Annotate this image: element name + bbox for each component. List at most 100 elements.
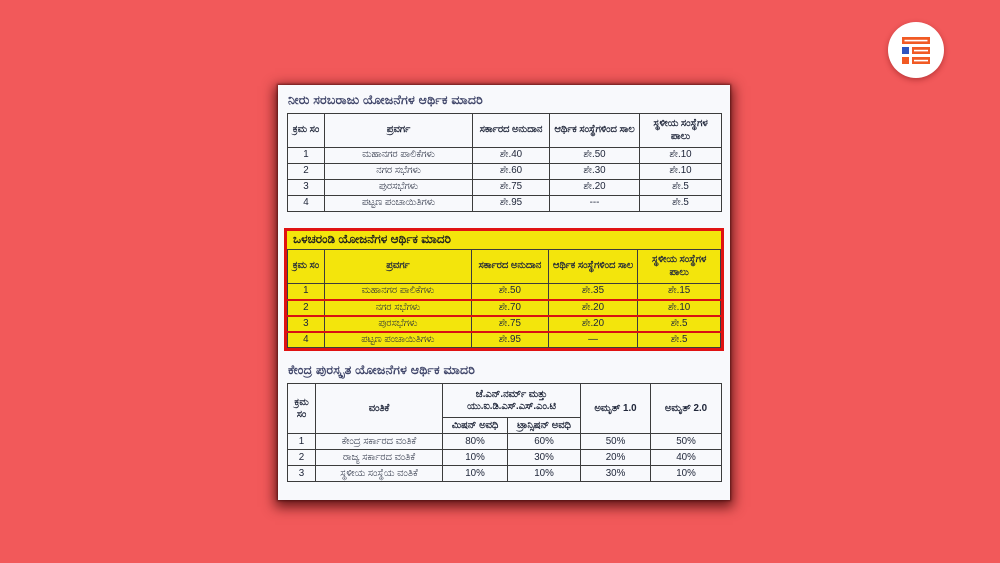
cell: 10%: [650, 465, 722, 483]
column-header: ಅಮೃತ್ 1.0: [580, 383, 651, 435]
cell: ಶೇ.75: [472, 179, 550, 196]
cell: 3: [287, 314, 325, 333]
table-row: 3 ಸ್ಥಳೀಯ ಸಂಸ್ಥೆಯ ವಂತಿಕೆ 10% 10% 30% 10%: [287, 465, 722, 483]
cell: ಸ್ಥಳೀಯ ಸಂಸ್ಥೆಯ ವಂತಿಕೆ: [315, 465, 443, 483]
column-header: ಪ್ರವರ್ಗ: [323, 249, 473, 284]
cell: ಶೇ.10: [637, 298, 721, 317]
column-subheader: ಮಿಷನ್ ಅವಧಿ: [442, 417, 508, 435]
cell: ಶೇ.95: [471, 330, 549, 349]
cell: 1: [287, 433, 316, 451]
central-table: ಕ್ರಮ ಸಂ ವಂತಿಕೆ ಜೆ.ಎನ್.ನರ್ಮ್ ಮತ್ತು ಯು.ಐ.ಡ…: [287, 383, 722, 483]
cell: 10%: [442, 449, 508, 467]
column-header: ಕ್ರಮ ಸಂ: [287, 113, 325, 148]
sewerage-table-title: ಒಳಚರಂಡಿ ಯೋಜನೆಗಳ ಆರ್ಥಿಕ ಮಾದರಿ: [293, 232, 451, 246]
cell: 50%: [650, 433, 722, 451]
table-header-row: ಕ್ರಮ ಸಂ ಪ್ರವರ್ಗ ಸರ್ಕಾರದ ಅನುದಾನ ಆರ್ಥಿಕ ಸಂ…: [287, 113, 722, 148]
water-table-title: ನೀರು ಸರಬರಾಜು ಯೋಜನೆಗಳ ಆರ್ಥಿಕ ಮಾದರಿ: [288, 93, 483, 107]
cell: 2: [287, 449, 316, 467]
cell: ಶೇ.20: [547, 298, 639, 317]
cell: ಶೇ.75: [471, 314, 549, 333]
cell: 2: [287, 298, 325, 317]
cell: ಮಹಾನಗರ ಪಾಲಿಕೆಗಳು: [324, 147, 473, 164]
cell: ಶೇ.70: [471, 298, 549, 317]
table-row: 1 ಕೇಂದ್ರ ಸರ್ಕಾರದ ವಂತಿಕೆ 80% 60% 50% 50%: [287, 433, 722, 451]
cell: 40%: [650, 449, 722, 467]
cell: ಪಟ್ಟಣ ಪಂಚಾಯಿತಿಗಳು: [324, 195, 473, 212]
cell: 3: [287, 465, 316, 483]
table-row: 1 ಮಹಾನಗರ ಪಾಲಿಕೆಗಳು ಶೇ.50 ಶೇ.35 ಶೇ.15: [287, 283, 721, 300]
cell: ಮಹಾನಗರ ಪಾಲಿಕೆಗಳು: [323, 283, 473, 300]
cell: ಪಟ್ಟಣ ಪಂಚಾಯಿತಿಗಳು: [323, 330, 473, 349]
cell: —: [547, 330, 639, 349]
column-header: ಕ್ರಮ ಸಂ: [287, 383, 316, 435]
cell: ಶೇ.60: [472, 163, 550, 180]
cell: ಶೇ.20: [547, 314, 639, 333]
cell: ಶೇ.10: [639, 163, 722, 180]
cell: ಶೇ.20: [549, 179, 640, 196]
water-table: ಕ್ರಮ ಸಂ ಪ್ರವರ್ಗ ಸರ್ಕಾರದ ಅನುದಾನ ಆರ್ಥಿಕ ಸಂ…: [287, 113, 722, 212]
cell: ಶೇ.95: [472, 195, 550, 212]
column-header: ಸ್ಥಳೀಯ ಸಂಸ್ಥೆಗಳ ಪಾಲು: [637, 249, 721, 284]
cell: ಶೇ.5: [639, 195, 722, 212]
cell: 4: [287, 330, 325, 349]
cell: 80%: [442, 433, 508, 451]
ie-monogram-icon: [902, 37, 930, 64]
column-header: ಸರ್ಕಾರದ ಅನುದಾನ: [472, 113, 550, 148]
column-header-group: ಜೆ.ಎನ್.ನರ್ಮ್ ಮತ್ತು ಯು.ಐ.ಡಿ.ಎಸ್.ಎಸ್.ಎಂ.ಟಿ: [442, 383, 581, 419]
cell: 10%: [507, 465, 581, 483]
brand-logo: [888, 22, 944, 78]
table-row: 3 ಪುರಸಭೆಗಳು ಶೇ.75 ಶೇ.20 ಶೇ.5: [287, 314, 721, 333]
table-header-row: ಕ್ರಮ ಸಂ ಪ್ರವರ್ಗ ಸರ್ಕಾರದ ಅನುದಾನ ಆರ್ಥಿಕ ಸಂ…: [287, 249, 721, 284]
cell: ಕೇಂದ್ರ ಸರ್ಕಾರದ ವಂತಿಕೆ: [315, 433, 443, 451]
table-row: 2 ನಗರ ಸಭೆಗಳು ಶೇ.70 ಶೇ.20 ಶೇ.10: [287, 298, 721, 317]
central-table-title: ಕೇಂದ್ರ ಪುರಸ್ಕೃತ ಯೋಜನೆಗಳ ಆರ್ಥಿಕ ಮಾದರಿ: [288, 363, 476, 378]
cell: ನಗರ ಸಭೆಗಳು: [324, 163, 473, 180]
cell: ಪುರಸಭೆಗಳು: [324, 179, 473, 196]
table-row: 4 ಪಟ್ಟಣ ಪಂಚಾಯಿತಿಗಳು ಶೇ.95 — ಶೇ.5: [287, 330, 721, 349]
cell: 3: [287, 179, 325, 196]
column-header: ಆರ್ಥಿಕ ಸಂಸ್ಥೆಗಳಿಂದ ಸಾಲ: [549, 113, 640, 148]
cell: ನಗರ ಸಭೆಗಳು: [323, 298, 473, 317]
table-row: 3 ಪುರಸಭೆಗಳು ಶೇ.75 ಶೇ.20 ಶೇ.5: [287, 179, 722, 196]
column-header: ಪ್ರವರ್ಗ: [324, 113, 473, 148]
cell: ಶೇ.5: [637, 330, 721, 349]
sewerage-table: ಕ್ರಮ ಸಂ ಪ್ರವರ್ಗ ಸರ್ಕಾರದ ಅನುದಾನ ಆರ್ಥಿಕ ಸಂ…: [287, 249, 721, 349]
column-header: ಸರ್ಕಾರದ ಅನುದಾನ: [471, 249, 549, 284]
cell: 50%: [580, 433, 651, 451]
cell: ಶೇ.5: [637, 314, 721, 333]
cell: ಶೇ.30: [549, 163, 640, 180]
cell: 1: [287, 283, 325, 300]
table-row: 1 ಮಹಾನಗರ ಪಾಲಿಕೆಗಳು ಶೇ.40 ಶೇ.50 ಶೇ.10: [287, 147, 722, 164]
cell: 2: [287, 163, 325, 180]
cell: 30%: [507, 449, 581, 467]
cell: ಶೇ.50: [549, 147, 640, 164]
cell: ---: [549, 195, 640, 212]
column-header: ಕ್ರಮ ಸಂ: [287, 249, 325, 284]
highlight-annotation-box: ಒಳಚರಂಡಿ ಯೋಜನೆಗಳ ಆರ್ಥಿಕ ಮಾದರಿ ಕ್ರಮ ಸಂ ಪ್ರ…: [284, 228, 724, 352]
cell: 60%: [507, 433, 581, 451]
column-header: ವಂತಿಕೆ: [315, 383, 443, 435]
cell: ಶೇ.40: [472, 147, 550, 164]
cell: ರಾಜ್ಯ ಸರ್ಕಾರದ ವಂತಿಕೆ: [315, 449, 443, 467]
table-row: 2 ರಾಜ್ಯ ಸರ್ಕಾರದ ವಂತಿಕೆ 10% 30% 20% 40%: [287, 449, 722, 467]
cell: 4: [287, 195, 325, 212]
table-row: 2 ನಗರ ಸಭೆಗಳು ಶೇ.60 ಶೇ.30 ಶೇ.10: [287, 163, 722, 180]
column-subheader: ಟ್ರಾನ್ಸಿಷನ್ ಅವಧಿ: [507, 417, 581, 435]
cell: ಶೇ.15: [637, 283, 721, 300]
cell: ಶೇ.5: [639, 179, 722, 196]
column-header: ಆರ್ಥಿಕ ಸಂಸ್ಥೆಗಳಿಂದ ಸಾಲ: [547, 249, 639, 284]
cell: ಪುರಸಭೆಗಳು: [323, 314, 473, 333]
cell: 1: [287, 147, 325, 164]
cell: 20%: [580, 449, 651, 467]
table-header-row: ಕ್ರಮ ಸಂ ವಂತಿಕೆ ಜೆ.ಎನ್.ನರ್ಮ್ ಮತ್ತು ಯು.ಐ.ಡ…: [287, 383, 722, 435]
cell: 10%: [442, 465, 508, 483]
cell: ಶೇ.50: [471, 283, 549, 300]
column-header: ಅಮೃತ್ 2.0: [650, 383, 722, 435]
column-header: ಸ್ಥಳೀಯ ಸಂಸ್ಥೆಗಳ ಪಾಲು: [639, 113, 722, 148]
document-panel: ನೀರು ಸರಬರಾಜು ಯೋಜನೆಗಳ ಆರ್ಥಿಕ ಮಾದರಿ ಕ್ರಮ ಸ…: [278, 85, 730, 500]
cell: 30%: [580, 465, 651, 483]
table-row: 4 ಪಟ್ಟಣ ಪಂಚಾಯಿತಿಗಳು ಶೇ.95 --- ಶೇ.5: [287, 195, 722, 212]
cell: ಶೇ.35: [547, 283, 639, 300]
cell: ಶೇ.10: [639, 147, 722, 164]
